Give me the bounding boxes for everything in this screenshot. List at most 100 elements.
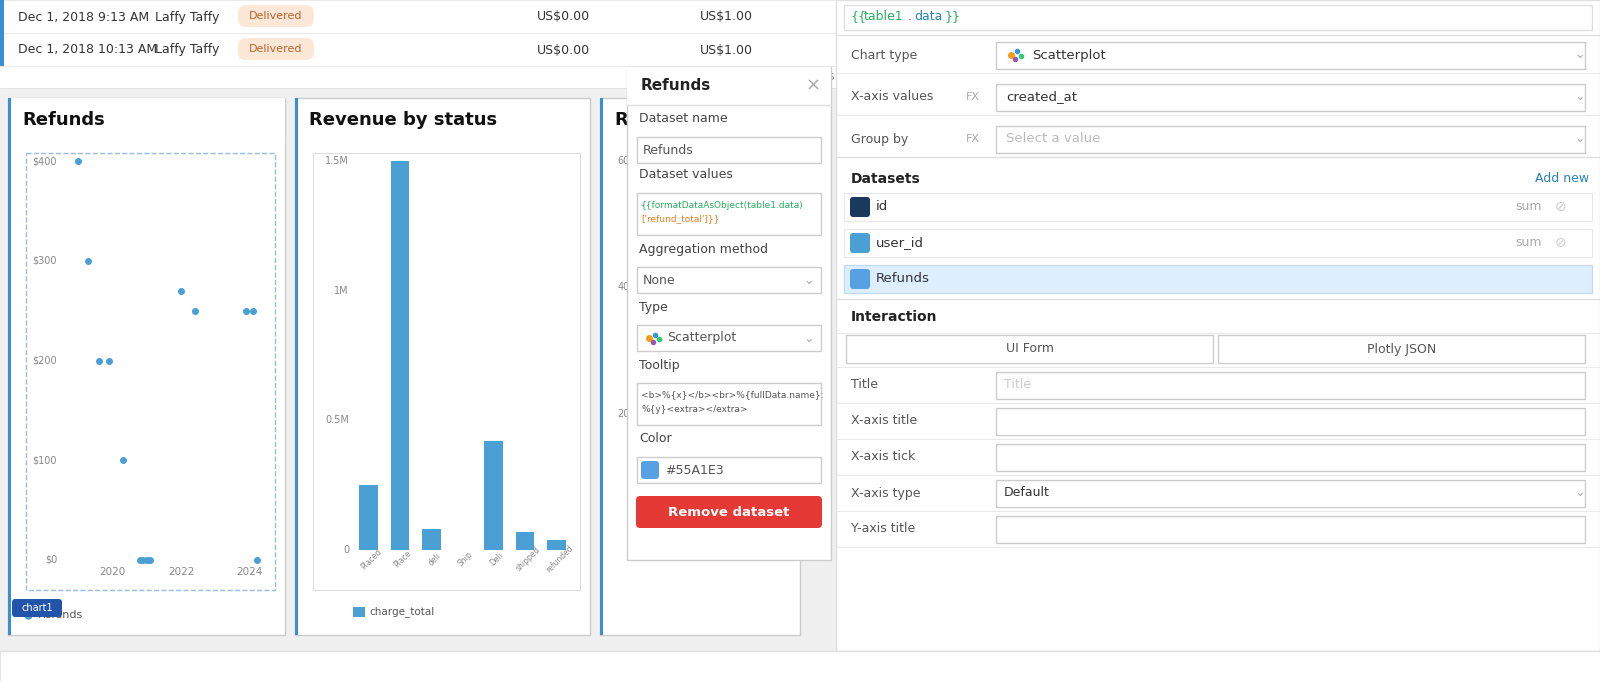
Bar — [600, 98, 800, 635]
Text: 200: 200 — [618, 409, 637, 419]
Text: US$1.00: US$1.00 — [701, 10, 754, 24]
Text: Select a value: Select a value — [1006, 133, 1101, 146]
Text: created_at: created_at — [1006, 91, 1077, 104]
FancyBboxPatch shape — [238, 38, 314, 60]
Text: $100: $100 — [32, 456, 58, 465]
Bar — [1368, 3, 1594, 29]
Text: UI Form: UI Form — [1005, 343, 1053, 355]
Text: .: . — [909, 10, 912, 24]
Text: .: . — [1430, 42, 1434, 55]
Bar — [845, 5, 1592, 30]
Text: table1: table1 — [1389, 10, 1427, 22]
Text: sum: sum — [1515, 236, 1541, 249]
Bar — [26, 153, 275, 590]
Text: US$1.00: US$1.00 — [1230, 44, 1283, 57]
Text: Aggregation method: Aggregation method — [638, 242, 768, 255]
Text: {{formatDataAsObject(table1.data): {{formatDataAsObject(table1.data) — [642, 200, 803, 210]
Text: Deli: Deli — [488, 551, 506, 568]
Bar — [0, 33, 3, 66]
Text: ⌄: ⌄ — [1574, 486, 1586, 499]
Text: $0: $0 — [45, 555, 58, 565]
Text: ⊘: ⊘ — [1555, 236, 1566, 250]
Text: Group by: Group by — [851, 133, 909, 146]
Text: sum: sum — [1515, 200, 1541, 214]
FancyBboxPatch shape — [850, 233, 870, 253]
Bar — [995, 372, 1586, 399]
Text: ⌄: ⌄ — [1574, 48, 1586, 61]
FancyBboxPatch shape — [637, 496, 822, 528]
Text: Tooltip: Tooltip — [638, 358, 680, 372]
Text: Dataset name: Dataset name — [638, 112, 728, 125]
Bar — [515, 532, 534, 550]
Bar — [294, 98, 298, 635]
Text: shipped: shipped — [514, 545, 542, 573]
Text: $200: $200 — [32, 355, 58, 366]
Text: 2022: 2022 — [168, 567, 194, 577]
FancyBboxPatch shape — [850, 269, 870, 289]
Text: }}: }} — [1459, 10, 1475, 22]
Text: ⌄: ⌄ — [1574, 91, 1586, 104]
Bar — [8, 98, 11, 635]
Text: Add new: Add new — [1534, 172, 1589, 185]
Text: Color: Color — [638, 432, 672, 445]
Text: charge_total: charge_total — [370, 607, 434, 618]
Bar — [627, 67, 830, 105]
Bar — [0, 88, 1600, 648]
Text: ×: × — [805, 77, 821, 95]
Bar — [995, 126, 1586, 153]
FancyBboxPatch shape — [13, 599, 62, 617]
Text: 1M: 1M — [334, 285, 349, 296]
Bar — [314, 153, 579, 590]
Bar — [422, 529, 440, 550]
Bar — [600, 98, 603, 635]
Text: ⊘: ⊘ — [1555, 200, 1566, 214]
Text: Dec 1, 2018 9:13 AM: Dec 1, 2018 9:13 AM — [18, 10, 149, 24]
Text: ⌄: ⌄ — [803, 274, 814, 287]
Text: chart1: chart1 — [21, 603, 53, 613]
Text: US$0.00: US$0.00 — [538, 44, 590, 57]
Text: ↻: ↻ — [530, 659, 541, 673]
Text: Title: Title — [851, 379, 878, 392]
Text: Revenue by status: Revenue by status — [309, 111, 498, 129]
Text: FX: FX — [966, 134, 979, 144]
Text: ⌄: ⌄ — [803, 332, 814, 345]
Bar — [637, 497, 821, 527]
Text: X-axis type: X-axis type — [851, 486, 920, 499]
Text: ⌄: ⌄ — [1574, 133, 1586, 146]
Bar — [11, 98, 285, 143]
Bar — [846, 335, 1213, 363]
Text: 0.5M: 0.5M — [325, 415, 349, 426]
Text: Default: Default — [1005, 486, 1050, 499]
Text: Refunds: Refunds — [642, 78, 712, 93]
Text: $300: $300 — [32, 256, 58, 266]
Bar — [547, 539, 566, 550]
Bar — [995, 84, 1586, 111]
Text: data: data — [914, 10, 942, 24]
Text: 🕐: 🕐 — [1550, 661, 1557, 671]
Text: Type: Type — [638, 300, 667, 313]
Text: Dec 1, 2018 10:13 AM: Dec 1, 2018 10:13 AM — [18, 44, 157, 57]
FancyBboxPatch shape — [238, 5, 314, 27]
Bar — [0, 0, 1600, 88]
Text: US$0.00: US$0.00 — [1080, 10, 1133, 24]
Text: data: data — [1435, 42, 1464, 55]
Bar — [845, 229, 1592, 257]
Text: Placed: Placed — [360, 547, 384, 571]
Bar — [1368, 36, 1594, 62]
Text: 400: 400 — [618, 283, 637, 292]
FancyBboxPatch shape — [850, 197, 870, 217]
Bar — [294, 98, 590, 635]
Text: id: id — [877, 200, 888, 214]
Text: {{: {{ — [1374, 42, 1390, 55]
Text: }}: }} — [944, 10, 960, 24]
Bar — [995, 516, 1586, 543]
Text: ✓: ✓ — [1581, 661, 1589, 671]
Bar — [0, 66, 1600, 88]
Bar — [995, 444, 1586, 471]
Bar — [637, 325, 821, 351]
Text: 0: 0 — [630, 535, 637, 545]
Bar — [637, 457, 821, 483]
Bar — [637, 193, 821, 235]
Bar — [390, 161, 410, 550]
Text: Scatterplot: Scatterplot — [667, 332, 736, 345]
